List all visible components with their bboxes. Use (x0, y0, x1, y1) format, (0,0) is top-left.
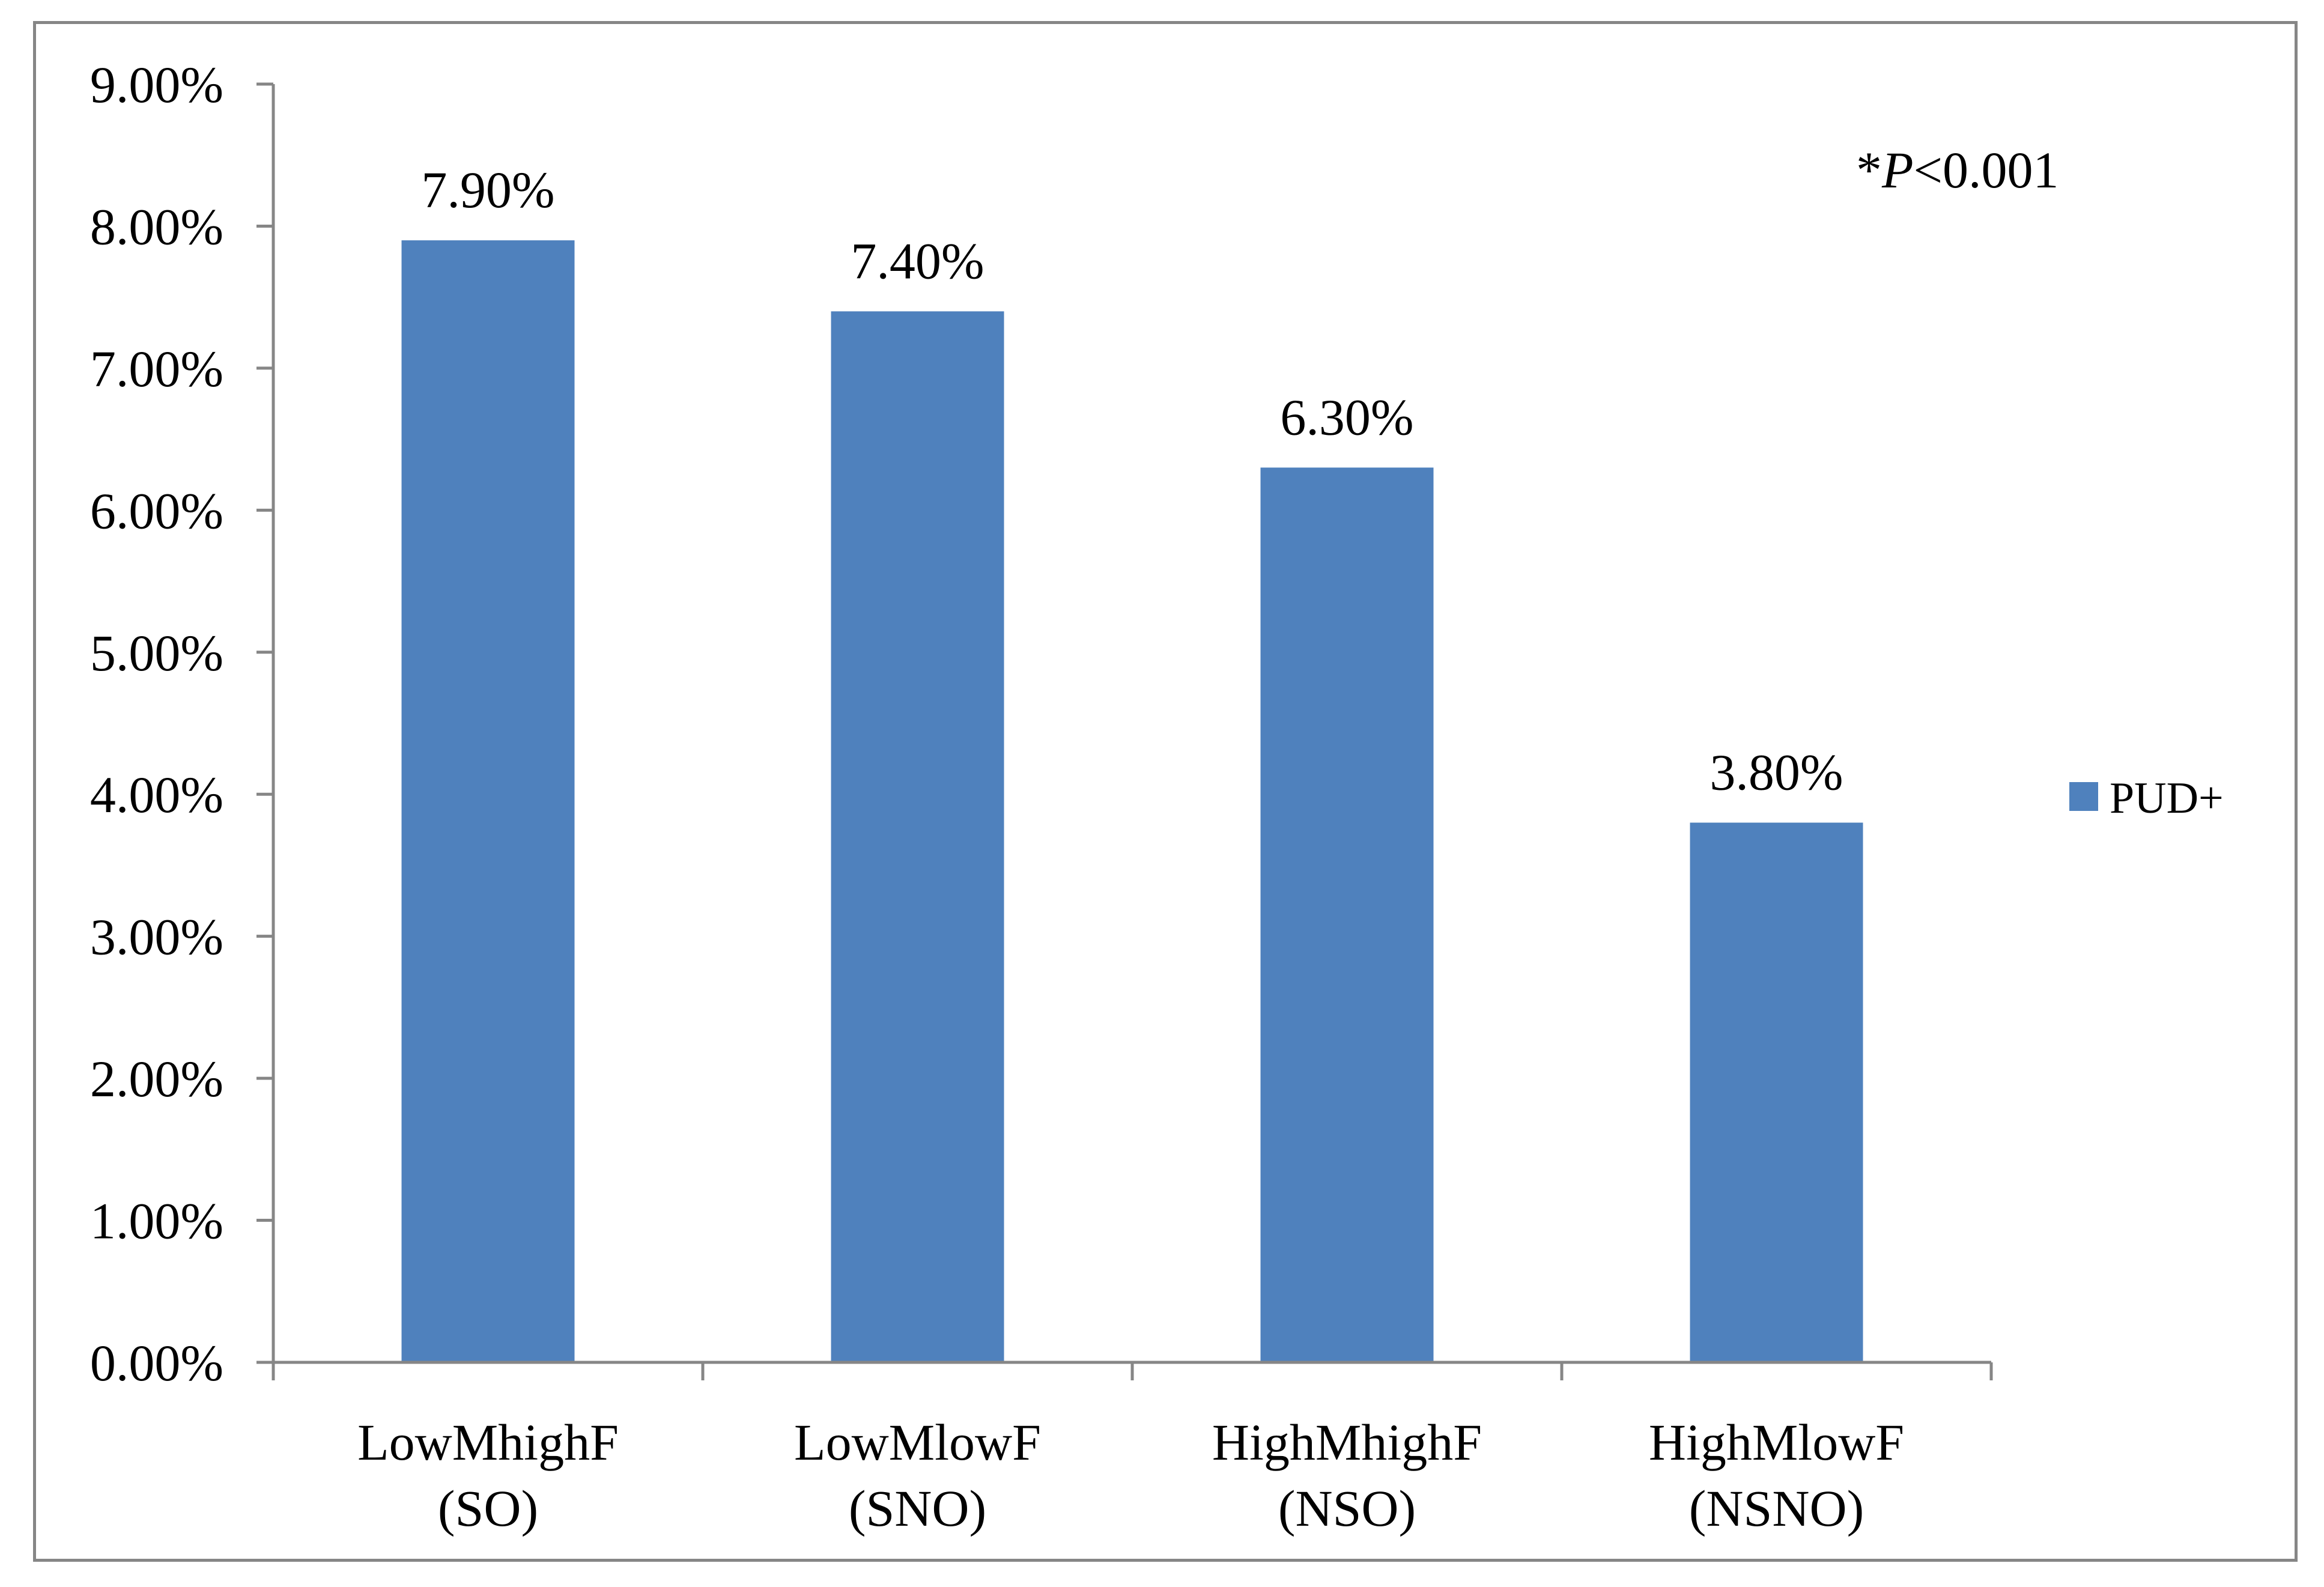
y-axis-ticks: 0.00% 1.00% 2.00% 3.00% 4.00% 5.00% 6.00% 7.00%… (90, 56, 273, 1392)
axes (272, 84, 1993, 1380)
y-tick-label: 7.00% (90, 340, 223, 398)
category-label: (NSO) (1278, 1479, 1416, 1537)
bar (831, 311, 1004, 1363)
y-tick-label: 5.00% (90, 624, 223, 682)
data-label: 6.30% (1280, 388, 1413, 446)
category-label: HighMlowF (1649, 1413, 1904, 1471)
annotation-suffix: <0.001 (1914, 141, 2059, 199)
y-tick-label: 9.00% (90, 56, 223, 114)
bar (1690, 822, 1863, 1362)
category-label: (SO) (438, 1479, 538, 1537)
category-labels: LowMhighF (SO) LowMlowF (SNO) HighMhighF (NSO… (357, 1413, 1904, 1537)
p-value-annotation: *P<0.001 (1856, 141, 2059, 199)
y-tick-label: 8.00% (90, 198, 223, 255)
bars (401, 240, 1863, 1363)
legend: PUD+ (2069, 774, 2224, 823)
annotation-prefix: * (1856, 141, 1882, 199)
y-tick-label: 0.00% (90, 1334, 223, 1392)
category-label: LowMhighF (357, 1413, 619, 1471)
category-label: (NSNO) (1689, 1479, 1864, 1537)
y-tick-label: 4.00% (90, 766, 223, 824)
legend-label-pud: PUD+ (2110, 774, 2224, 823)
data-label: 7.90% (421, 161, 554, 219)
y-tick-label: 1.00% (90, 1192, 223, 1250)
data-label: 3.80% (1710, 744, 1843, 801)
y-tick-label: 6.00% (90, 482, 223, 539)
category-label: (SNO) (849, 1479, 986, 1537)
legend-swatch (2069, 782, 2098, 811)
category-label: HighMhighF (1212, 1413, 1482, 1471)
annotation-italic: P (1881, 141, 1914, 199)
y-tick-label: 2.00% (90, 1050, 223, 1108)
y-tick-label: 3.00% (90, 908, 223, 966)
bar (1260, 467, 1434, 1362)
data-label: 7.40% (851, 232, 984, 290)
bar (401, 240, 575, 1363)
data-labels: 7.90% 7.40% 6.30% 3.80% (421, 161, 1843, 801)
category-label: LowMlowF (794, 1413, 1041, 1471)
